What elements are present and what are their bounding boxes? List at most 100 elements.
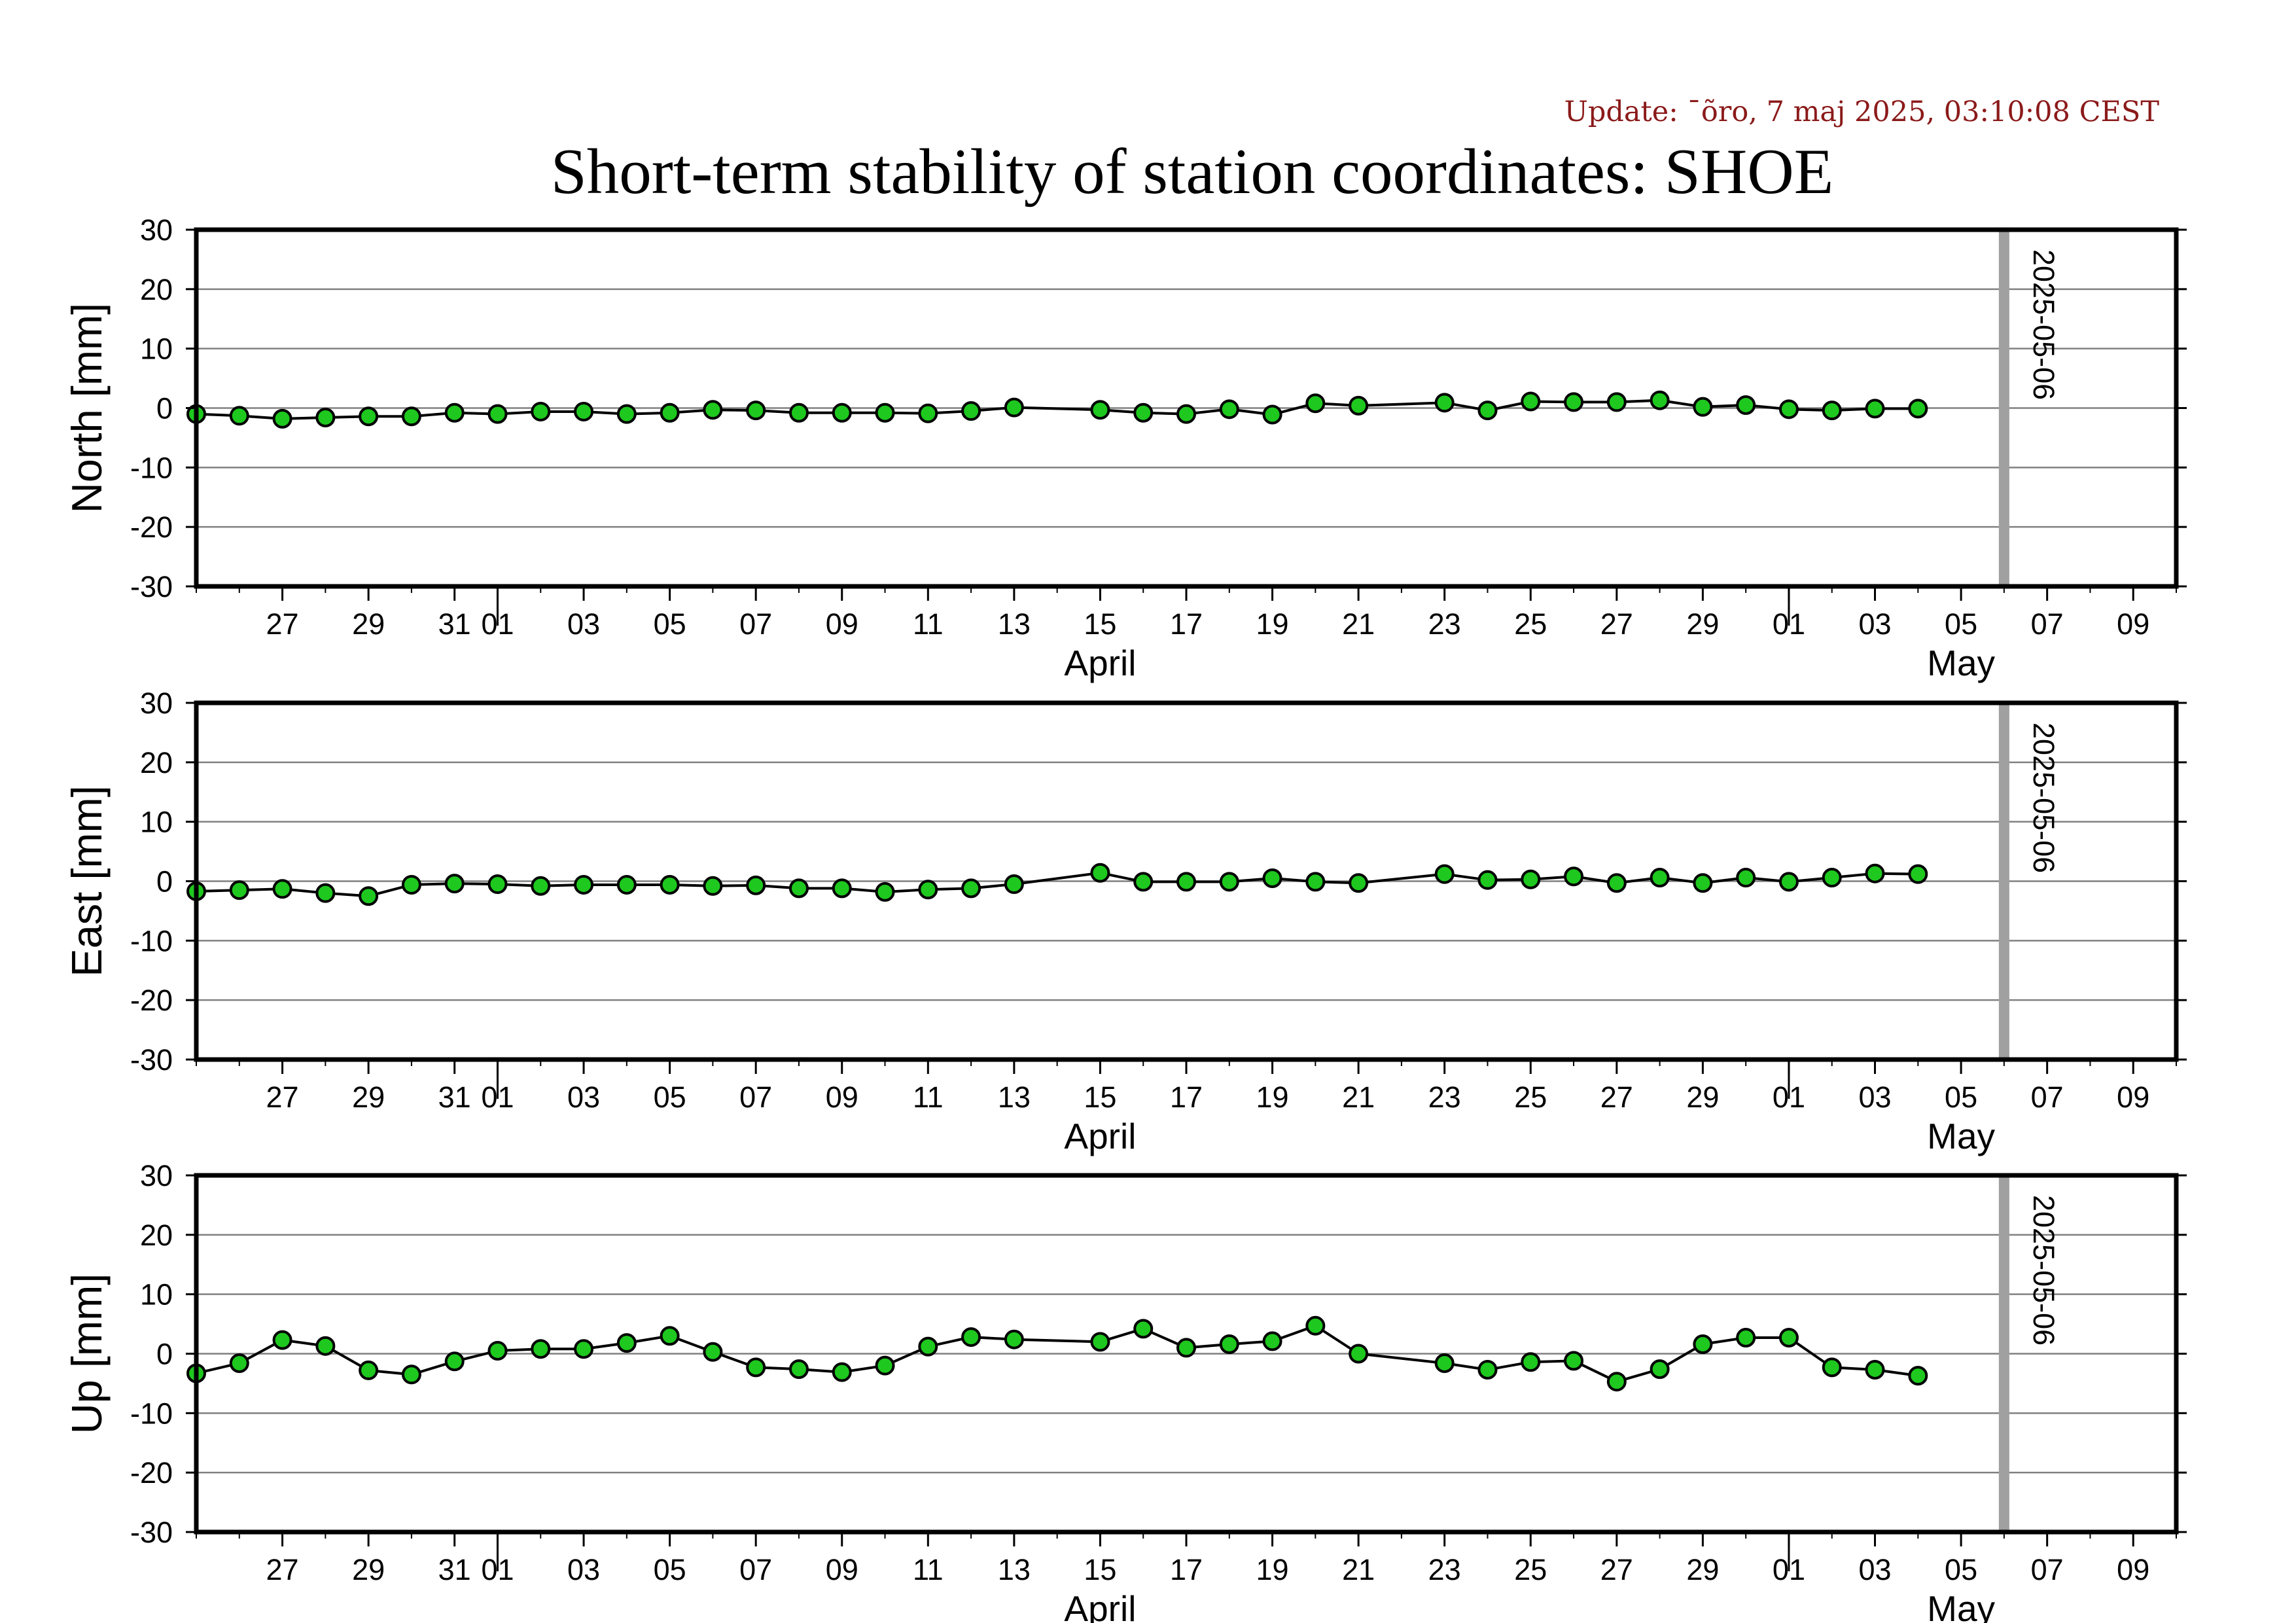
data-point xyxy=(1650,1359,1670,1380)
x-tick-label: 29 xyxy=(352,1553,385,1586)
data-point xyxy=(1477,870,1498,890)
x-tick-label: 27 xyxy=(266,1553,299,1586)
data-point xyxy=(1133,872,1154,892)
chart-panel: 2025-05-06 30 20 10 0 -10 -20 -30 Up [mm] 27 29 31 0… xyxy=(63,1159,2187,1623)
month-label: May xyxy=(1927,1116,1995,1156)
data-point xyxy=(1736,1327,1756,1347)
data-point xyxy=(1090,1332,1110,1352)
data-point xyxy=(961,401,981,421)
data-point xyxy=(703,876,723,896)
x-tick-label: 23 xyxy=(1428,607,1461,641)
data-point xyxy=(788,402,809,423)
x-tick-label: 03 xyxy=(567,1080,600,1114)
data-point xyxy=(359,886,379,906)
x-tick-label: 25 xyxy=(1514,1553,1547,1586)
data-point xyxy=(1865,1360,1885,1380)
x-tick-label: 05 xyxy=(654,1080,686,1114)
y-tick-label: 0 xyxy=(156,392,173,425)
x-tick-label: 09 xyxy=(826,607,858,641)
data-point xyxy=(1004,874,1024,895)
data-point xyxy=(788,878,809,899)
data-point xyxy=(1477,1360,1498,1380)
data-point xyxy=(1693,1334,1713,1354)
data-point xyxy=(1693,873,1713,893)
x-tick-label: 11 xyxy=(913,1553,944,1586)
x-tick-label: 29 xyxy=(1686,1080,1719,1114)
data-point xyxy=(1521,391,1541,412)
y-tick-label: -10 xyxy=(130,924,173,957)
y-tick-label: -30 xyxy=(130,1516,173,1549)
data-point xyxy=(1219,872,1239,892)
data-point xyxy=(444,402,465,423)
x-tick-label: 29 xyxy=(352,1080,385,1114)
month-label: April xyxy=(1064,1116,1136,1156)
x-tick-label: 11 xyxy=(913,1080,944,1114)
data-point xyxy=(574,874,594,895)
data-point xyxy=(1305,872,1326,892)
data-point xyxy=(832,1362,852,1382)
x-tick-label: 15 xyxy=(1084,1553,1116,1586)
x-tick-label: 09 xyxy=(2117,607,2149,641)
data-point xyxy=(660,402,680,423)
current-date-bar xyxy=(1998,1175,2009,1532)
page-title: Short-term stability of station coordina… xyxy=(551,136,1833,207)
data-point xyxy=(401,874,421,895)
data-point xyxy=(1219,1334,1239,1354)
month-label: April xyxy=(1064,1588,1136,1623)
y-tick-label: 30 xyxy=(140,1159,173,1192)
x-tick-label: 27 xyxy=(266,607,299,641)
data-point xyxy=(1564,866,1584,887)
data-point xyxy=(832,878,852,899)
x-tick-label: 29 xyxy=(1686,607,1719,641)
data-point xyxy=(961,1327,981,1347)
x-tick-label: 05 xyxy=(1945,607,1977,641)
data-point xyxy=(832,402,852,423)
data-point xyxy=(875,402,895,423)
month-label: May xyxy=(1927,643,1995,683)
x-tick-label: 17 xyxy=(1170,1553,1203,1586)
data-point xyxy=(401,1364,421,1385)
x-tick-label: 27 xyxy=(266,1080,299,1114)
data-point xyxy=(272,879,292,899)
data-point xyxy=(1778,872,1799,892)
data-point xyxy=(1908,1366,1928,1386)
x-tick-label: 07 xyxy=(2031,607,2064,641)
x-tick-label: 09 xyxy=(826,1553,858,1586)
current-date-label: 2025-05-06 xyxy=(2027,249,2060,400)
data-point xyxy=(616,404,637,424)
x-tick-label: 27 xyxy=(1600,1553,1633,1586)
data-point xyxy=(531,1339,551,1359)
data-point xyxy=(875,882,895,902)
x-tick-label: 07 xyxy=(2031,1553,2064,1586)
data-point xyxy=(487,404,508,424)
data-point xyxy=(788,1359,809,1380)
data-point xyxy=(1133,402,1154,423)
x-tick-label: 23 xyxy=(1428,1080,1461,1114)
data-point xyxy=(1650,868,1670,888)
y-tick-label: 20 xyxy=(140,1219,173,1252)
y-axis-label: North [mm] xyxy=(63,303,111,513)
data-point xyxy=(1090,400,1110,420)
x-tick-label: 05 xyxy=(654,607,686,641)
x-tick-label: 17 xyxy=(1170,1080,1203,1114)
data-point xyxy=(875,1355,895,1376)
x-tick-label: 27 xyxy=(1600,607,1633,641)
data-point xyxy=(1477,401,1498,421)
data-point xyxy=(616,1333,637,1353)
x-tick-label: 05 xyxy=(1945,1080,1977,1114)
data-point xyxy=(1865,399,1885,419)
x-tick-label: 09 xyxy=(2117,1080,2149,1114)
data-point xyxy=(660,874,680,895)
data-point xyxy=(1349,873,1369,893)
x-tick-label: 29 xyxy=(1686,1553,1719,1586)
data-point xyxy=(315,1336,336,1356)
data-point xyxy=(487,874,508,895)
data-point xyxy=(703,400,723,420)
x-tick-label: 03 xyxy=(1858,607,1891,641)
x-tick-label: 03 xyxy=(1858,1080,1891,1114)
data-point xyxy=(1434,1353,1455,1374)
x-tick-label: 15 xyxy=(1084,1080,1116,1114)
data-point xyxy=(1176,872,1196,892)
data-point xyxy=(1262,868,1282,888)
x-tick-label: 09 xyxy=(2117,1553,2149,1586)
